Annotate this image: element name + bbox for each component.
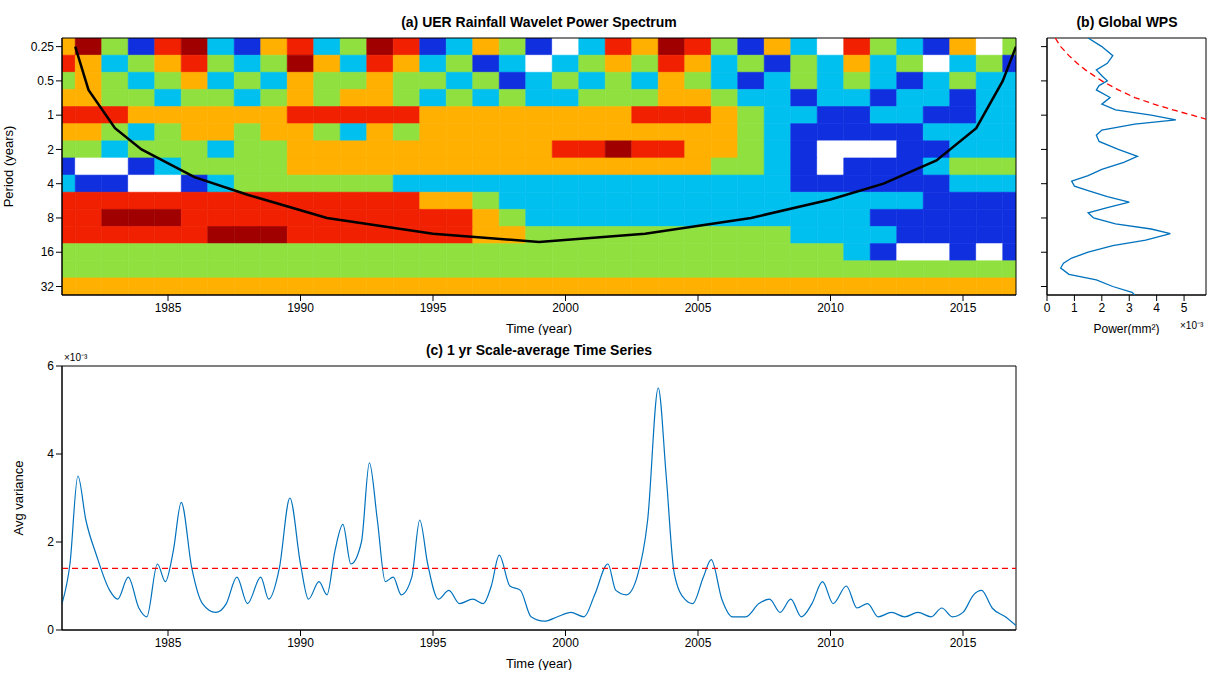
svg-text:1990: 1990 xyxy=(287,301,314,315)
svg-text:2015: 2015 xyxy=(950,301,977,315)
svg-text:6: 6 xyxy=(47,359,54,373)
svg-text:4: 4 xyxy=(47,177,54,191)
svg-text:1985: 1985 xyxy=(155,636,182,650)
svg-text:Period (years): Period (years) xyxy=(1,126,16,208)
svg-text:4: 4 xyxy=(47,447,54,461)
svg-text:1985: 1985 xyxy=(155,301,182,315)
svg-text:Avg variance: Avg variance xyxy=(11,461,26,536)
svg-text:4: 4 xyxy=(1153,301,1160,315)
html-text:×10⁻³: ×10⁻³ xyxy=(64,352,88,363)
svg-text:Power(mm²): Power(mm²) xyxy=(1094,322,1160,335)
svg-text:32: 32 xyxy=(41,280,55,294)
svg-text:Time (year): Time (year) xyxy=(506,321,572,335)
html-text:(a) UER Rainfall Wavelet Power: (a) UER Rainfall Wavelet Power Spectrum xyxy=(401,14,677,30)
svg-text:Time (year): Time (year) xyxy=(506,656,572,670)
svg-text:16: 16 xyxy=(41,245,55,259)
svg-text:1: 1 xyxy=(1071,301,1078,315)
svg-text:3: 3 xyxy=(1126,301,1133,315)
svg-text:2010: 2010 xyxy=(817,301,844,315)
svg-text:8: 8 xyxy=(47,211,54,225)
html-text:(b) Global WPS: (b) Global WPS xyxy=(1076,14,1178,30)
svg-text:2000: 2000 xyxy=(552,301,579,315)
svg-text:1: 1 xyxy=(47,108,54,122)
svg-text:2000: 2000 xyxy=(552,636,579,650)
html-text:(c) 1 yr Scale-average Time Se: (c) 1 yr Scale-average Time Series xyxy=(425,342,653,358)
svg-text:5: 5 xyxy=(1181,301,1188,315)
svg-text:2005: 2005 xyxy=(685,636,712,650)
svg-text:0.5: 0.5 xyxy=(37,74,54,88)
svg-text:2010: 2010 xyxy=(817,636,844,650)
svg-text:0: 0 xyxy=(1044,301,1051,315)
svg-text:1995: 1995 xyxy=(420,301,447,315)
svg-text:0: 0 xyxy=(47,623,54,637)
svg-text:2: 2 xyxy=(1098,301,1105,315)
svg-text:1990: 1990 xyxy=(287,636,314,650)
svg-text:2005: 2005 xyxy=(685,301,712,315)
svg-text:2: 2 xyxy=(47,535,54,549)
html-text:×10⁻³: ×10⁻³ xyxy=(1180,320,1204,331)
svg-text:2: 2 xyxy=(47,143,54,157)
svg-text:0.25: 0.25 xyxy=(31,40,55,54)
svg-text:2015: 2015 xyxy=(950,636,977,650)
svg-text:1995: 1995 xyxy=(420,636,447,650)
